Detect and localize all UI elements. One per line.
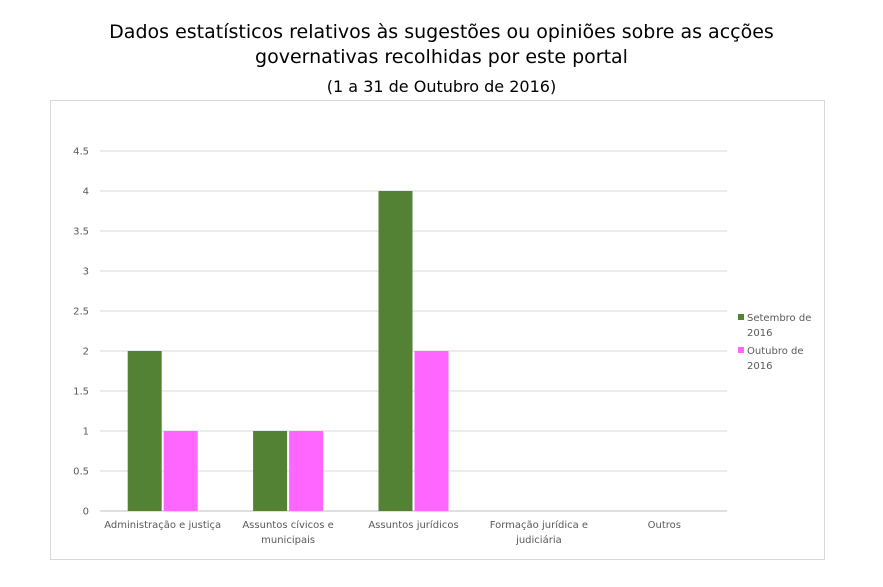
x-tick-label: municipais <box>261 535 315 546</box>
y-tick-label: 3 <box>83 267 89 278</box>
y-tick-label: 4.5 <box>73 147 89 158</box>
y-tick-label: 1.5 <box>73 387 89 398</box>
bar <box>378 191 413 511</box>
bar <box>163 431 198 511</box>
x-tick-label: Formação jurídica e <box>490 519 588 531</box>
x-tick-label: Assuntos cívicos e <box>242 519 334 531</box>
x-tick-label: Outros <box>648 520 681 531</box>
x-tick-label: Administração e justiça <box>104 520 221 531</box>
y-tick-label: 1 <box>83 427 89 438</box>
legend-swatch <box>738 347 744 353</box>
legend-label: Setembro de <box>747 313 811 324</box>
legend-label: 2016 <box>747 361 772 372</box>
y-tick-label: 0.5 <box>73 467 89 478</box>
bar <box>127 351 162 511</box>
legend-label: 2016 <box>747 328 772 339</box>
bar <box>289 431 324 511</box>
legend-label: Outubro de <box>747 346 804 357</box>
chart-area <box>50 100 825 560</box>
legend-swatch <box>738 314 744 320</box>
chart-title-line-2: governativas recolhidas por este portal <box>255 46 628 68</box>
chart-subtitle: (1 a 31 de Outubro de 2016) <box>326 77 557 96</box>
bar <box>414 351 449 511</box>
x-tick-label: judiciária <box>515 534 562 546</box>
y-tick-label: 0 <box>83 507 89 518</box>
y-tick-label: 2 <box>83 347 89 358</box>
y-tick-label: 3.5 <box>73 227 89 238</box>
y-tick-label: 2.5 <box>73 307 89 318</box>
bar <box>253 431 288 511</box>
x-tick-label: Assuntos jurídicos <box>368 519 458 531</box>
chart-title: Dados estatísticos relativos às sugestõe… <box>0 20 883 70</box>
y-tick-label: 4 <box>83 187 89 198</box>
chart-title-line-1: Dados estatísticos relativos às sugestõe… <box>109 21 774 43</box>
